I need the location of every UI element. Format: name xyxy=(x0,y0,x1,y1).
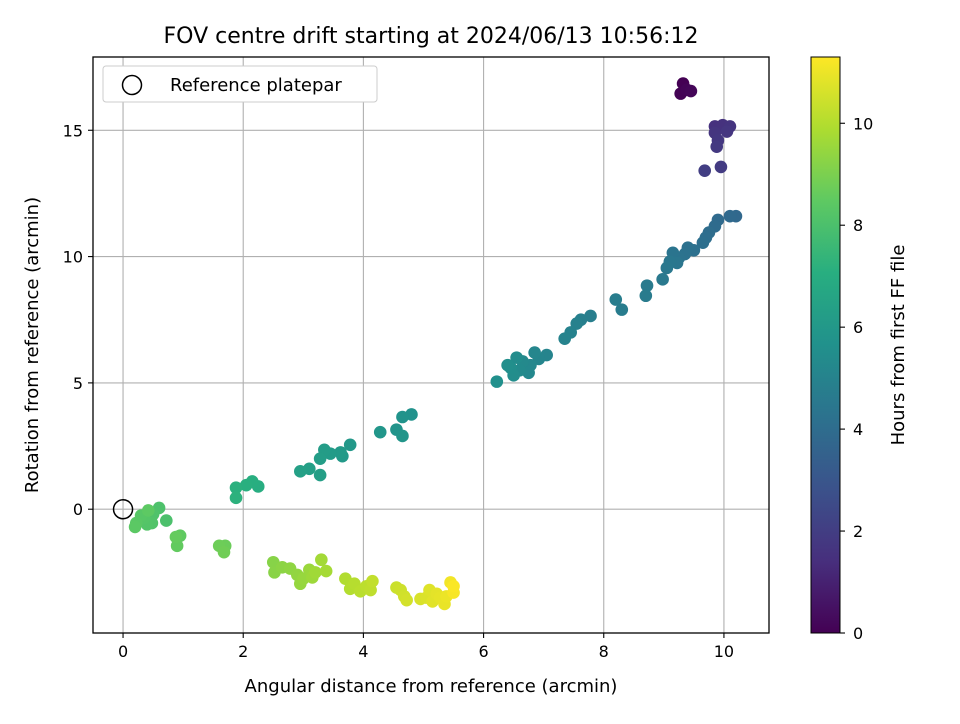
plot-frame xyxy=(92,56,770,634)
reference-point xyxy=(112,498,134,520)
data-point xyxy=(640,279,654,292)
colorbar-tick-label: 2 xyxy=(853,522,863,541)
chart-title: FOV centre drift starting at 2024/06/13 … xyxy=(164,24,699,49)
colorbar-tick-label: 0 xyxy=(853,624,863,643)
data-point xyxy=(343,438,357,452)
colorbar-tick-label: 10 xyxy=(853,114,873,133)
data-point xyxy=(217,545,231,559)
legend-box xyxy=(102,65,378,103)
legend-reference-marker xyxy=(121,74,143,96)
data-point xyxy=(160,514,173,527)
data-point xyxy=(714,160,728,174)
x-tick-label: 0 xyxy=(118,642,128,661)
y-axis-ticks: 0 5 10 15 xyxy=(63,121,93,519)
data-point xyxy=(684,84,698,98)
colorbar-ticks: 0 2 4 6 8 10 xyxy=(840,114,873,643)
colorbar-tick-label: 6 xyxy=(853,318,863,337)
data-point xyxy=(239,478,253,492)
data-point xyxy=(396,429,409,443)
x-tick-label: 10 xyxy=(714,642,734,661)
data-point xyxy=(313,452,327,465)
colorbar xyxy=(810,56,841,634)
data-points xyxy=(128,77,743,611)
data-point xyxy=(528,346,541,359)
data-point xyxy=(334,446,347,459)
x-tick-label: 8 xyxy=(599,642,609,661)
data-point xyxy=(656,273,669,286)
y-axis-label: Rotation from reference (arcmin) xyxy=(22,197,43,493)
colorbar-tick-label: 8 xyxy=(853,216,863,235)
data-point xyxy=(141,504,155,517)
data-point xyxy=(313,468,327,482)
data-point xyxy=(229,491,243,505)
data-point xyxy=(294,465,307,478)
data-point xyxy=(128,520,142,534)
y-tick-label: 5 xyxy=(73,374,83,393)
y-tick-label: 0 xyxy=(73,500,83,519)
data-point xyxy=(615,303,629,316)
x-axis-label: Angular distance from reference (arcmin) xyxy=(245,676,618,697)
data-point xyxy=(609,293,623,306)
data-point xyxy=(490,375,504,388)
legend: Reference platepar xyxy=(102,65,378,103)
data-point xyxy=(315,553,328,567)
data-point xyxy=(710,140,724,153)
data-point xyxy=(570,317,584,330)
data-point xyxy=(696,236,710,249)
x-tick-label: 2 xyxy=(238,642,248,661)
data-point xyxy=(169,530,183,544)
data-point xyxy=(558,332,571,345)
colorbar-label: Hours from first FF file xyxy=(888,245,909,446)
data-point xyxy=(698,164,712,177)
colorbar-tick-label: 4 xyxy=(853,420,863,439)
data-point xyxy=(396,410,409,424)
data-point xyxy=(720,125,734,138)
x-tick-label: 4 xyxy=(358,642,368,661)
reference-marker xyxy=(112,498,134,520)
x-axis-ticks: 0 2 4 6 8 10 xyxy=(118,633,734,661)
data-point xyxy=(510,351,523,364)
data-point xyxy=(309,566,322,579)
y-tick-label: 15 xyxy=(63,121,83,140)
data-point xyxy=(319,564,333,578)
data-point xyxy=(584,309,597,323)
data-point xyxy=(366,574,379,588)
y-tick-label: 10 xyxy=(63,248,83,267)
grid-lines xyxy=(93,57,769,633)
data-point xyxy=(373,425,387,439)
legend-label-reference: Reference platepar xyxy=(170,75,342,96)
data-point xyxy=(229,481,243,495)
data-point xyxy=(447,579,460,593)
data-point xyxy=(400,593,413,607)
x-tick-label: 6 xyxy=(478,642,488,661)
data-point xyxy=(501,358,514,372)
data-point xyxy=(639,289,653,303)
data-point xyxy=(660,261,674,275)
data-point xyxy=(723,209,737,223)
